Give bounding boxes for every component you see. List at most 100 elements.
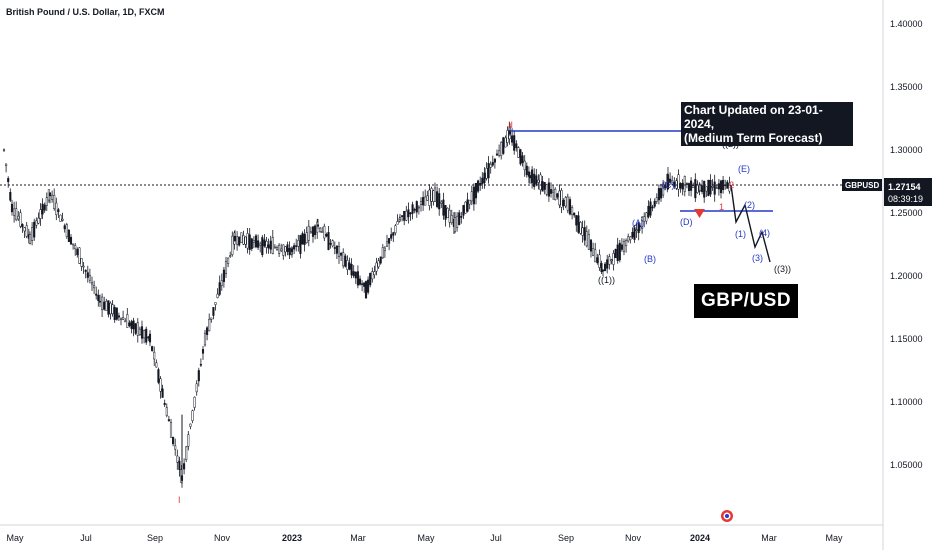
candle-body (216, 293, 219, 298)
candle-body (495, 153, 499, 156)
candle-body (227, 257, 230, 264)
candle-body (726, 181, 729, 189)
candle-body (263, 239, 266, 247)
candle-body (185, 446, 188, 460)
candle-body (606, 259, 609, 269)
candle-body (342, 252, 345, 267)
candle-body (74, 245, 77, 250)
candle-body (641, 216, 644, 229)
candle-body (627, 236, 630, 242)
candle-body (675, 180, 678, 189)
candle-body (618, 242, 621, 261)
candle-body (523, 160, 526, 170)
candle-body (673, 181, 676, 187)
candle-body (220, 280, 223, 286)
candle-body (707, 179, 710, 196)
candle-body (111, 304, 114, 314)
candle-body (153, 351, 156, 360)
wave-label-b: (B) (644, 254, 656, 264)
wave-label-3-small: (3) (752, 253, 763, 263)
candle-body (515, 143, 518, 148)
candle-body (587, 234, 590, 250)
candle-body (9, 192, 12, 201)
candle-body (487, 162, 490, 179)
candle-body (601, 269, 605, 272)
candle-body (43, 204, 46, 211)
candle-body (614, 248, 617, 259)
candle-body (5, 163, 8, 166)
candle-body (622, 241, 626, 252)
candle-body (224, 260, 228, 274)
candle-body (470, 191, 473, 202)
price-axis-tick: 1.10000 (890, 397, 923, 407)
candle-body (554, 188, 557, 200)
candle-body (271, 237, 274, 254)
candle-body (293, 245, 296, 250)
candle-body (491, 162, 494, 166)
candle-body (134, 323, 137, 334)
candle-body (7, 178, 10, 183)
candle-body (651, 206, 654, 209)
candle-body (525, 165, 528, 176)
symbol-title[interactable]: British Pound / U.S. Dollar, 1D, FXCM (6, 7, 165, 17)
candle-body (316, 224, 320, 227)
candle-body (585, 231, 588, 247)
candle-body (273, 246, 276, 249)
candle-body (424, 196, 427, 206)
candle-body (41, 203, 44, 215)
annotation-line-2: (Medium Term Forecast) (684, 131, 823, 145)
candle-body (103, 301, 106, 310)
candle-body (728, 183, 731, 192)
candle-body (440, 201, 443, 204)
candle-body (358, 278, 362, 285)
candle-body (537, 179, 540, 183)
candle-body (165, 407, 168, 416)
candle-body (511, 135, 514, 143)
candle-body (543, 182, 546, 190)
candle-body (592, 248, 595, 256)
candle-body (474, 182, 478, 199)
candle-body (620, 244, 623, 250)
candle-body (649, 201, 652, 216)
candle-body (685, 183, 688, 185)
candle-body (17, 215, 20, 220)
candle-body (466, 199, 469, 212)
time-axis[interactable]: May Jul Sep Nov 2023 Mar May Jul Sep Nov 2024 Mar Ma… (6, 533, 843, 543)
candle-body (189, 423, 192, 427)
wave-label-2-small: (2) (744, 200, 755, 210)
candle-body (545, 184, 548, 195)
economic-event-icon[interactable] (721, 510, 733, 522)
candle-body (305, 232, 308, 243)
candle-body (98, 300, 102, 303)
candle-body (329, 243, 332, 245)
candle-body (105, 300, 108, 311)
candle-body (252, 240, 255, 243)
candle-body (493, 158, 496, 163)
candle-body (321, 231, 324, 233)
price-tag[interactable]: GBPUSD 1.27154 08:39:19 (842, 178, 932, 206)
candle-body (23, 227, 26, 232)
time-axis-tick: Mar (350, 533, 366, 543)
candle-body (458, 212, 461, 225)
candle-body (535, 175, 538, 185)
candle-body (203, 332, 207, 346)
candle-body (677, 174, 680, 190)
candle-body (381, 247, 384, 259)
candle-body (113, 307, 116, 320)
candle-body (462, 205, 465, 216)
candle-body (669, 178, 672, 183)
candle-body (261, 237, 264, 256)
candle-body (335, 245, 338, 254)
candle-body (719, 180, 723, 194)
candle-body (659, 188, 663, 199)
candle-body (556, 193, 559, 198)
candle-body (122, 317, 125, 320)
candle-body (31, 227, 34, 241)
candle-body (155, 362, 158, 368)
candle-body (444, 205, 447, 220)
price-axis[interactable]: 1.40000 1.35000 1.30000 1.25000 1.20000 1.150… (890, 19, 923, 470)
price-axis-tick: 1.30000 (890, 145, 923, 155)
down-arrow-marker-lower (694, 209, 705, 218)
candle-body (267, 244, 270, 249)
